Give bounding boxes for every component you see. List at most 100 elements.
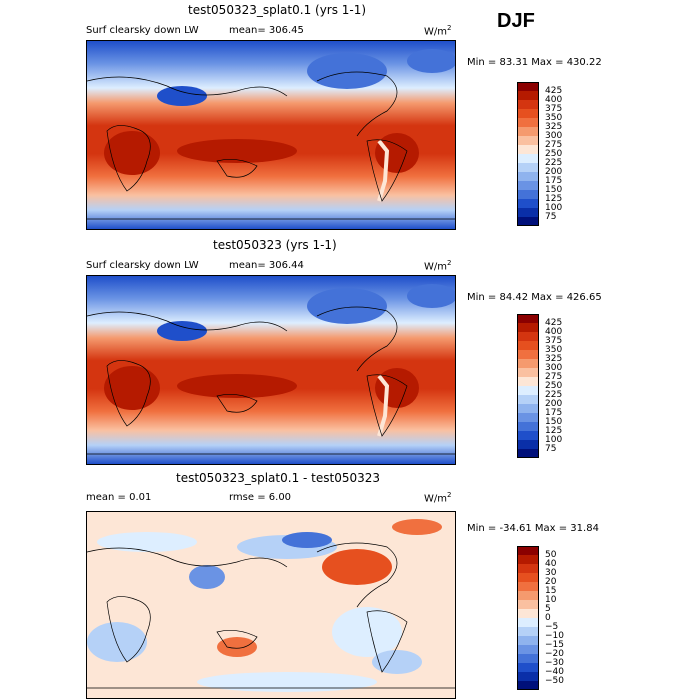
panel-3-colorbar-swatch (517, 546, 539, 555)
panel-2-colorbar-tick-label: 375 (545, 335, 563, 346)
panel-2-colorbar-tick-label: 350 (545, 344, 563, 355)
panel-3-colorbar-swatch (517, 636, 539, 645)
panel-3-colorbar-swatch (517, 609, 539, 618)
panel-1-colorbar-swatch (517, 217, 539, 226)
panel-2-colorbar-swatch (517, 359, 539, 368)
panel-2-samerica-warm (375, 368, 419, 408)
panel-3-colorbar-tick-label: 10 (545, 594, 557, 605)
panel-3-colorbar-swatch (517, 555, 539, 564)
panel-2-colorbar-swatch (517, 368, 539, 377)
panel-1-colorbar-tick-label: 150 (545, 184, 563, 195)
panel-3-colorbar-tick-label: −30 (545, 657, 564, 668)
panel-1-colorbar-tick-label: 325 (545, 121, 563, 132)
panel-3-minmax: Min = -34.61 Max = 31.84 (467, 523, 599, 534)
panel-1-colorbar-swatch (517, 154, 539, 163)
panel-2-colorbar-swatch (517, 449, 539, 458)
panel-1-minmax: Min = 83.31 Max = 430.22 (467, 57, 602, 68)
panel-1-colorbar-swatch (517, 163, 539, 172)
panel-2-asia-cold (157, 321, 207, 341)
panel-3-colorbar-swatch (517, 645, 539, 654)
panel-2-title: test050323 (yrs 1-1) (213, 238, 337, 252)
panel-2-colorbar-swatch (517, 404, 539, 413)
panel-1-colorbar-swatch (517, 181, 539, 190)
panel-2-mean: mean= 306.44 (229, 260, 304, 271)
panel-2-warmpool (177, 374, 297, 398)
panel-3-map (86, 511, 456, 699)
panel-2-colorbar-swatch (517, 422, 539, 431)
panel-2-units: W/m2 (424, 259, 452, 273)
panel-1-eurasia-cold (407, 49, 455, 73)
panel-1-samerica-warm (375, 133, 419, 173)
panel-2-colorbar-tick-label: 200 (545, 398, 563, 409)
panel-1-colorbar-tick-label: 375 (545, 103, 563, 114)
panel-1-title: test050323_splat0.1 (yrs 1-1) (188, 3, 367, 17)
panel-2-andes (377, 374, 390, 437)
panel-1-colorbar-swatch (517, 100, 539, 109)
panel-3-colorbar-tick-label: 30 (545, 567, 557, 578)
panel-1-colorbar-tick-label: 125 (545, 193, 563, 204)
panel-3-colorbar-swatch (517, 627, 539, 636)
panel-2-colorbar-swatch (517, 341, 539, 350)
panel-1-colorbar-tick-label: 75 (545, 211, 557, 222)
panel-1-coastlines (87, 71, 455, 220)
panel-1-colorbar-frame (517, 82, 539, 226)
panel-1-colorbar-tick-label: 200 (545, 166, 563, 177)
panel-1-colorbar-tick-label: 225 (545, 157, 563, 168)
panel-3-colorbar-swatch (517, 654, 539, 663)
panel-2-africa-warm (104, 366, 160, 410)
panel-2-colorbar-tick-label: 150 (545, 416, 563, 427)
panel-3-colorbar-tick-label: 5 (545, 603, 551, 614)
panel-2-colorbar-tick-label: 125 (545, 425, 563, 436)
panel-2-colorbar-swatch (517, 323, 539, 332)
panel-2-colorbar-swatch (517, 413, 539, 422)
panel-2-namerica-cold (307, 288, 387, 324)
panel-3-colorbar-tick-label: 50 (545, 549, 557, 560)
panel-2-colorbar-tick-label: 250 (545, 380, 563, 391)
panel-1-colorbar-swatch (517, 127, 539, 136)
panel-3-mean: mean = 0.01 (86, 492, 152, 503)
panel-2-colorbar-swatch (517, 386, 539, 395)
panel-1-colorbar-tick-label: 300 (545, 130, 563, 141)
panel-1-variable-label: Surf clearsky down LW (86, 25, 199, 36)
panel-2-colorbar-tick-label: 175 (545, 407, 563, 418)
panel-3-colorbar-swatch (517, 582, 539, 591)
panel-1-map (86, 40, 456, 230)
panel-1-colorbar-tick-label: 175 (545, 175, 563, 186)
panel-3-colorbar-swatch (517, 591, 539, 600)
panel-3-colorbar-tick-label: 20 (545, 576, 557, 587)
panel-2-colorbar-tick-label: 425 (545, 317, 563, 328)
panel-1-africa-warm (104, 131, 160, 175)
panel-3-colorbar-swatch (517, 573, 539, 582)
panel-3-colorbar-tick-label: −10 (545, 630, 564, 641)
panel-3-colorbar-swatch (517, 681, 539, 690)
panel-3-colorbar-tick-label: −40 (545, 666, 564, 677)
panel-1-namerica-cold (307, 53, 387, 89)
panel-2-colorbar-swatch (517, 431, 539, 440)
panel-3-colorbar-frame (517, 546, 539, 690)
panel-3-colorbar-tick-label: 0 (545, 612, 551, 623)
panel-2-colorbar-swatch (517, 350, 539, 359)
season-label: DJF (497, 10, 535, 32)
panel-3-coastlines (87, 542, 455, 689)
panel-2-colorbar-tick-label: 100 (545, 434, 563, 445)
panel-3-rmse: rmse = 6.00 (229, 492, 292, 503)
panel-2-colorbar-tick-label: 225 (545, 389, 563, 400)
panel-3-colorbar-tick-label: −20 (545, 648, 564, 659)
panel-1-colorbar-swatch (517, 145, 539, 154)
panel-1-colorbar-swatch (517, 199, 539, 208)
panel-2-coastlines (87, 306, 455, 455)
panel-1-colorbar-tick-label: 400 (545, 94, 563, 105)
panel-3-colorbar-tick-label: 40 (545, 558, 557, 569)
panel-1-colorbar-swatch (517, 82, 539, 91)
panel-2-colorbar-tick-label: 325 (545, 353, 563, 364)
panel-1-colorbar-swatch (517, 172, 539, 181)
panel-1-mean: mean= 306.45 (229, 25, 304, 36)
panel-1-asia-cold (157, 86, 207, 106)
panel-2-variable-label: Surf clearsky down LW (86, 260, 199, 271)
panel-2-colorbar-tick-label: 300 (545, 362, 563, 373)
panel-1-colorbar-swatch (517, 190, 539, 199)
panel-1-units: W/m2 (424, 24, 452, 38)
panel-1-colorbar-swatch (517, 91, 539, 100)
panel-2-colorbar-swatch (517, 440, 539, 449)
panel-3-colorbar-swatch (517, 663, 539, 672)
